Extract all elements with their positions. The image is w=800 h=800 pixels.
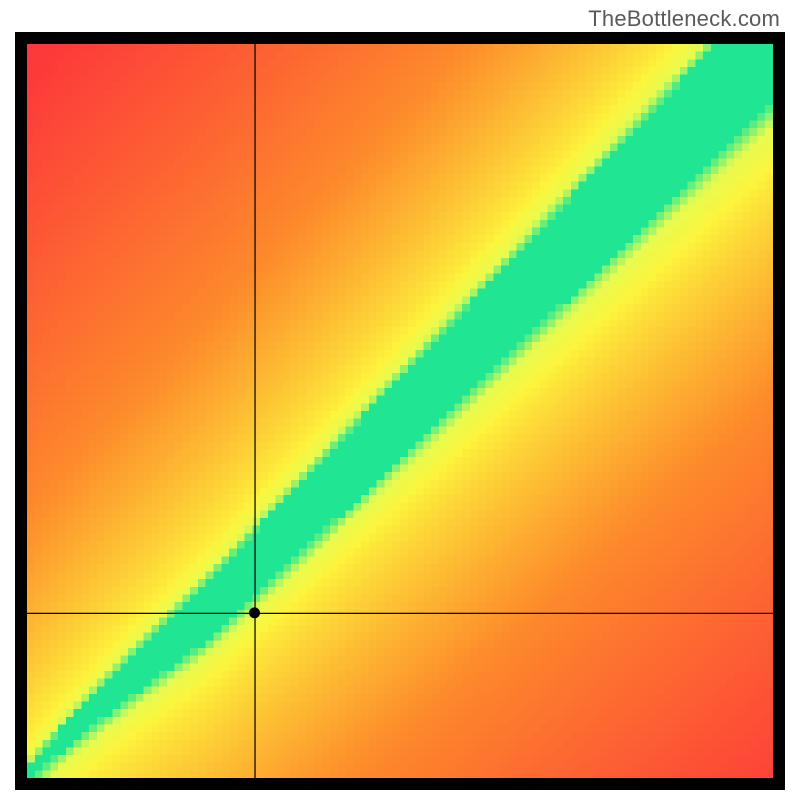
frame-top: [15, 32, 785, 44]
plot-area: [27, 44, 773, 778]
chart-container: TheBottleneck.com: [0, 0, 800, 800]
frame-bottom: [15, 778, 785, 790]
frame-left: [15, 32, 27, 790]
crosshair-overlay: [27, 44, 773, 778]
watermark-text: TheBottleneck.com: [588, 6, 780, 32]
frame-right: [773, 32, 785, 790]
